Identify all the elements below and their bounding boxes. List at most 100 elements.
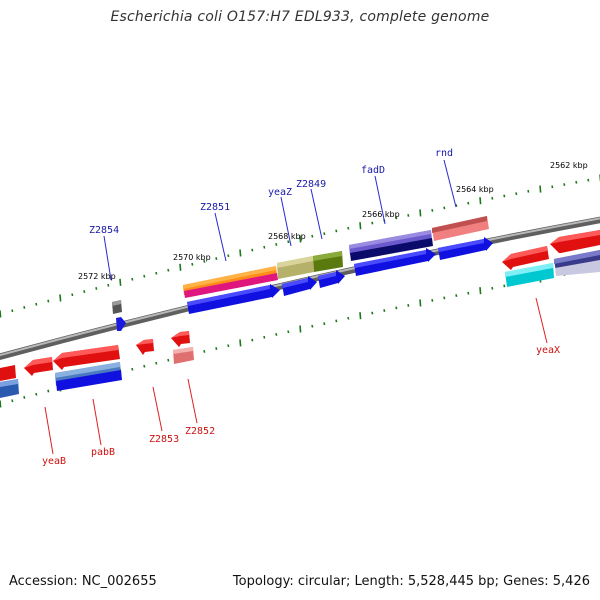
minor-tick [23, 396, 26, 399]
major-tick [239, 249, 242, 257]
minor-tick [395, 216, 398, 220]
minor-tick [11, 399, 14, 403]
gene-label[interactable]: fadD [361, 165, 385, 176]
minor-tick [335, 319, 338, 323]
minor-tick [191, 262, 194, 266]
forward-blue-arrows [187, 237, 493, 314]
gene-label[interactable]: yeaZ [268, 187, 292, 198]
gene-labels: Z2854 Z2851 yeaZ Z2849 fadD rnd yeaX yea… [42, 148, 560, 467]
major-tick [359, 222, 362, 230]
minor-tick [503, 284, 506, 288]
minor-tick [455, 204, 458, 207]
major-tick [479, 287, 482, 295]
minor-tick [311, 234, 314, 238]
minor-tick [527, 189, 530, 193]
gene-Z2853[interactable] [136, 339, 154, 355]
minor-tick [275, 333, 278, 336]
minor-tick [395, 306, 398, 310]
gene-Z2851[interactable] [183, 266, 278, 298]
minor-tick [467, 201, 470, 205]
major-tick [539, 185, 542, 193]
gene-yeaX-cluster[interactable] [502, 230, 600, 287]
minor-tick [443, 206, 446, 210]
minor-tick [515, 192, 518, 196]
gene-label[interactable]: Z2854 [89, 225, 119, 236]
minor-tick [215, 257, 218, 260]
minor-tick [407, 304, 410, 307]
minor-tick [563, 183, 566, 186]
minor-tick [323, 232, 326, 236]
minor-tick [251, 248, 254, 252]
minor-tick [83, 290, 86, 293]
gene-label[interactable]: Z2851 [200, 202, 230, 213]
minor-tick [407, 214, 410, 217]
accession-text: Accession: NC_002655 [9, 574, 157, 589]
minor-tick [587, 178, 590, 182]
minor-tick [143, 364, 146, 368]
major-tick [59, 294, 62, 302]
major-tick [0, 400, 2, 408]
minor-tick [71, 293, 74, 297]
gene-yeaB[interactable] [0, 365, 19, 398]
minor-tick [263, 335, 266, 339]
minor-tick [35, 392, 38, 396]
minor-tick [575, 180, 578, 184]
gene-fadD[interactable] [349, 230, 433, 261]
gene-label[interactable]: pabB [91, 447, 115, 458]
gene-pabB[interactable] [24, 345, 122, 391]
minor-tick [431, 209, 434, 212]
minor-tick [47, 389, 50, 393]
gene-Z2849[interactable] [313, 251, 343, 272]
scale-label: 2562 kbp [550, 161, 588, 170]
forward-genes [112, 216, 600, 331]
minor-tick [467, 291, 470, 295]
map-title: Escherichia coli O157:H7 EDL933, complet… [110, 9, 490, 25]
gene-label[interactable]: Z2849 [296, 179, 326, 190]
scale-labels: 2572 kbp 2570 kbp 2568 kbp 2566 kbp 2564… [78, 161, 588, 281]
minor-tick [371, 311, 374, 315]
minor-tick [551, 185, 554, 189]
minor-tick [287, 240, 290, 244]
gene-Z2852[interactable] [171, 331, 194, 364]
minor-tick [263, 245, 266, 249]
minor-tick [251, 338, 254, 342]
minor-tick [107, 283, 110, 287]
scale-label: 2566 kbp [362, 210, 400, 219]
minor-tick [155, 361, 158, 365]
minor-tick [203, 260, 206, 263]
major-tick [479, 197, 482, 205]
minor-tick [215, 347, 218, 350]
minor-tick [227, 344, 230, 348]
major-tick [119, 278, 122, 286]
scale-label: 2570 kbp [173, 253, 211, 262]
minor-tick [23, 306, 26, 309]
major-tick [419, 209, 422, 217]
gene-label[interactable]: yeaX [536, 345, 560, 356]
minor-tick [11, 309, 14, 313]
minor-tick [47, 299, 50, 303]
gene-label[interactable]: Z2852 [185, 426, 215, 437]
gene-label[interactable]: Z2853 [149, 434, 179, 445]
gene-rnd[interactable] [432, 216, 489, 241]
minor-tick [491, 286, 494, 290]
minor-tick [311, 324, 314, 328]
gene-label[interactable]: rnd [435, 148, 453, 159]
major-tick [419, 299, 422, 307]
minor-tick [371, 221, 374, 225]
gene-label[interactable]: yeaB [42, 456, 66, 467]
major-tick [0, 310, 2, 318]
minor-tick [443, 296, 446, 300]
minor-tick [95, 287, 98, 290]
minor-tick [491, 196, 494, 200]
scale-label: 2568 kbp [268, 232, 306, 241]
gene-yeaZ[interactable] [277, 256, 314, 279]
minor-tick [203, 350, 206, 353]
major-tick [299, 325, 302, 333]
topology-info-text: Topology: circular; Length: 5,528,445 bp… [232, 574, 590, 589]
major-tick [179, 263, 182, 271]
scale-label: 2572 kbp [78, 272, 116, 281]
minor-tick [227, 254, 230, 258]
minor-tick [455, 294, 458, 297]
gene-Z2854[interactable] [112, 300, 126, 331]
